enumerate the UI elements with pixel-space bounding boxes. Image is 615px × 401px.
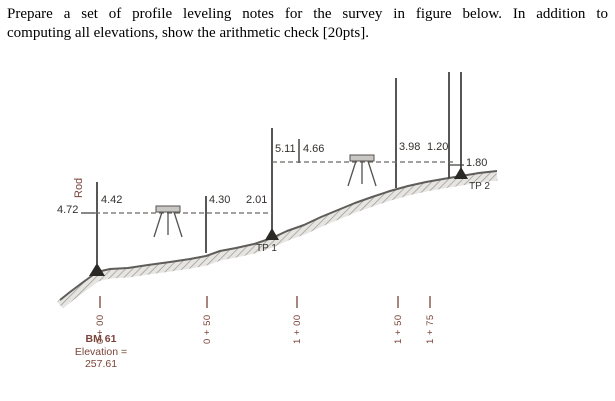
rod-reading-2-01: 2.01 bbox=[246, 194, 268, 206]
level-instrument-2-icon bbox=[347, 154, 377, 187]
tp2-label: TP 2 bbox=[469, 181, 490, 192]
rod-reading-1-20: 1.20 bbox=[427, 141, 449, 153]
rod-reading-3-98: 3.98 bbox=[399, 141, 421, 153]
rod-reading-5-11: 5.11 bbox=[275, 143, 296, 155]
rod-axis-label: Rod bbox=[73, 177, 85, 198]
station-label-1-75: 1 + 75 bbox=[425, 314, 436, 344]
station-label-1-50: 1 + 50 bbox=[393, 314, 404, 344]
turning-point-2-triangle-icon bbox=[454, 167, 468, 179]
turning-point-1-triangle-icon bbox=[265, 228, 279, 240]
benchmark-elevation-value: 257.61 bbox=[84, 358, 118, 370]
benchmark-triangle-icon bbox=[89, 263, 105, 276]
question-line-2: computing all elevations, show the arith… bbox=[7, 25, 369, 41]
question-text: Prepare a set of profile leveling notes … bbox=[7, 5, 608, 43]
question-line-1: Prepare a set of profile leveling notes … bbox=[7, 6, 608, 22]
benchmark-elevation-label: Elevation = bbox=[74, 345, 128, 358]
rod-reading-4-66: 4.66 bbox=[303, 143, 325, 155]
rod-reading-1-80: 1.80 bbox=[466, 157, 488, 169]
ground-texture-band bbox=[57, 171, 498, 309]
rod-reading-4-72: 4.72 bbox=[57, 204, 79, 216]
rod-reading-4-30: 4.30 bbox=[209, 194, 231, 206]
tp1-label: TP 1 bbox=[256, 243, 277, 254]
station-label-1-00: 1 + 00 bbox=[292, 314, 303, 344]
level-instrument-1-icon bbox=[153, 205, 183, 238]
rod-reading-4-42: 4.42 bbox=[101, 194, 123, 206]
benchmark-name: BM 61 bbox=[85, 333, 117, 345]
station-label-0-50: 0 + 50 bbox=[202, 314, 213, 344]
benchmark-info: BM 61 Elevation = 257.61 bbox=[60, 333, 142, 371]
